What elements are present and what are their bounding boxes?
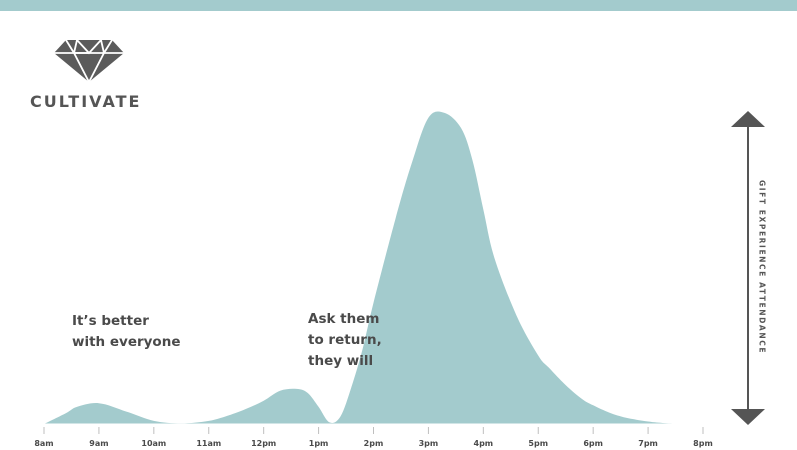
arrow-up-icon <box>731 111 765 127</box>
brand-name: CULTIVATE <box>30 92 142 111</box>
attendance-area <box>44 111 703 424</box>
x-tick-label: 8am <box>34 439 53 448</box>
x-tick-label: 3pm <box>419 439 439 448</box>
y-axis-arrow <box>731 111 765 425</box>
cultivate-logo: CULTIVATE <box>30 40 155 115</box>
annotation-ask-them-to-return: Ask them to return, they will <box>308 311 382 369</box>
top-accent-bar <box>0 0 797 11</box>
x-tick-label: 7pm <box>638 439 658 448</box>
x-tick-label: 5pm <box>528 439 548 448</box>
annotation-better-with-everyone: It’s better with everyone <box>72 313 181 350</box>
x-tick-label: 2pm <box>364 439 384 448</box>
x-tick-label: 8pm <box>693 439 713 448</box>
x-tick-label: 4pm <box>474 439 494 448</box>
y-axis-label: GIFT EXPERIENCE ATTENDANCE <box>757 179 767 355</box>
x-tick-label: 10am <box>141 439 166 448</box>
x-axis: 8am 9am 10am 11am 12pm 1pm 2pm 3pm 4pm 5pm 6pm 7pm 8… <box>34 423 713 448</box>
x-tick-label: 1pm <box>309 439 329 448</box>
diamond-icon <box>54 40 124 82</box>
x-tick-label: 6pm <box>583 439 603 448</box>
x-tick-label: 9am <box>89 439 108 448</box>
arrow-down-icon <box>731 409 765 425</box>
x-tick-label: 12pm <box>251 439 276 448</box>
x-tick-label: 11am <box>196 439 221 448</box>
